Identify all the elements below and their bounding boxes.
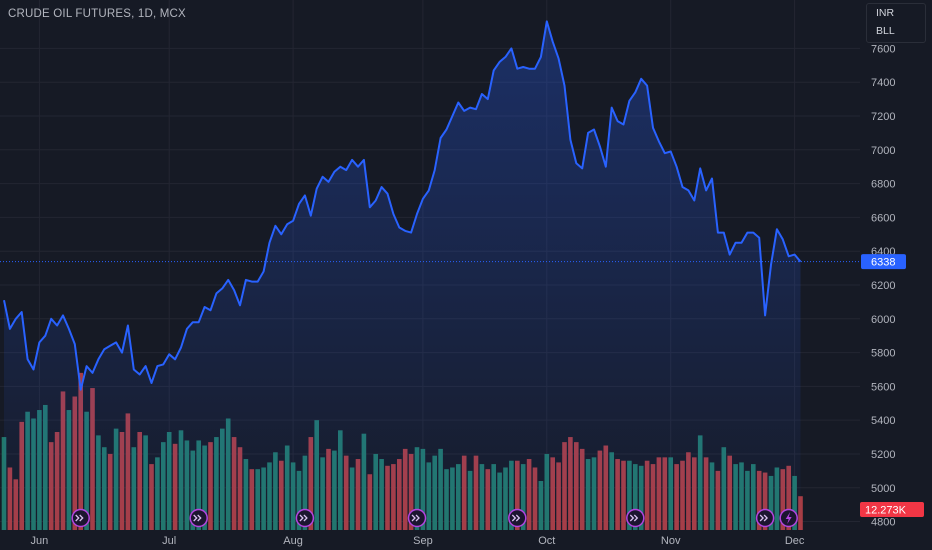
y-tick-label: 6600 bbox=[871, 212, 895, 224]
x-tick-label: Sep bbox=[413, 535, 433, 547]
last-price-badge bbox=[861, 254, 906, 270]
x-tick-label: Nov bbox=[661, 535, 681, 547]
event-glyph bbox=[299, 514, 308, 522]
price-line bbox=[3, 20, 802, 391]
event-circle bbox=[407, 508, 427, 528]
y-tick-label: 7200 bbox=[871, 111, 895, 123]
x-tick-label: Aug bbox=[283, 535, 303, 547]
y-tick-label: 5200 bbox=[871, 449, 895, 461]
lightning-icon[interactable] bbox=[779, 508, 798, 528]
chart-title: CRUDE OIL FUTURES, 1D, MCX bbox=[8, 8, 186, 20]
event-markers bbox=[71, 508, 798, 528]
arrows-icon[interactable] bbox=[626, 508, 645, 528]
y-tick-label: 5000 bbox=[871, 483, 895, 495]
event-circle bbox=[295, 508, 315, 528]
x-tick-label: Oct bbox=[538, 535, 555, 547]
event-circle bbox=[508, 508, 527, 528]
last-volume-label: 12.273K bbox=[865, 505, 907, 517]
y-tick-label: 7600 bbox=[871, 43, 895, 55]
event-circle bbox=[189, 508, 208, 528]
arrows-icon[interactable] bbox=[189, 508, 208, 528]
arrows-icon[interactable] bbox=[295, 508, 315, 528]
x-tick-label: Dec bbox=[785, 535, 805, 547]
y-tick-label: 7000 bbox=[871, 145, 895, 157]
y-tick-label: 6800 bbox=[871, 179, 895, 191]
y-tick-label: 6200 bbox=[871, 280, 895, 292]
y-tick-label: 5800 bbox=[871, 348, 895, 360]
event-glyph bbox=[75, 514, 84, 522]
unit-label[interactable]: BLL bbox=[876, 25, 895, 37]
axis-badges: 6338 12.273K bbox=[860, 254, 924, 517]
y-tick-label: 5600 bbox=[871, 381, 895, 393]
y-tick-label: 4800 bbox=[871, 517, 895, 529]
event-glyph bbox=[629, 514, 639, 522]
y-tick-label: 7400 bbox=[871, 77, 895, 89]
x-tick-label: Jun bbox=[31, 535, 49, 547]
event-glyph bbox=[511, 514, 521, 522]
event-circle bbox=[71, 508, 90, 528]
arrows-icon[interactable] bbox=[508, 508, 527, 528]
price-area bbox=[4, 21, 801, 531]
event-glyph bbox=[193, 514, 202, 522]
price-axis: 4800 5000 5200 5400 5600 5800 6000 6200 6400 6600… bbox=[871, 43, 895, 528]
event-circle bbox=[755, 508, 775, 528]
event-glyph bbox=[411, 514, 420, 522]
time-axis: Jun Jul Aug Sep Oct Nov Dec bbox=[31, 535, 805, 547]
event-glyph bbox=[785, 512, 792, 524]
last-price-label: 6338 bbox=[871, 257, 895, 269]
arrows-icon[interactable] bbox=[755, 508, 775, 528]
arrows-icon[interactable] bbox=[407, 508, 427, 528]
event-circle bbox=[626, 508, 645, 528]
event-glyph bbox=[759, 514, 769, 522]
last-volume-badge bbox=[860, 502, 924, 517]
y-tick-label: 6400 bbox=[871, 246, 895, 258]
arrows-icon[interactable] bbox=[71, 508, 90, 528]
x-tick-label: Jul bbox=[162, 535, 176, 547]
unit-selector[interactable]: INR BLL bbox=[866, 3, 926, 43]
currency-label[interactable]: INR bbox=[876, 7, 895, 19]
y-tick-label: 6000 bbox=[871, 314, 895, 326]
y-tick-label: 5400 bbox=[871, 415, 895, 427]
